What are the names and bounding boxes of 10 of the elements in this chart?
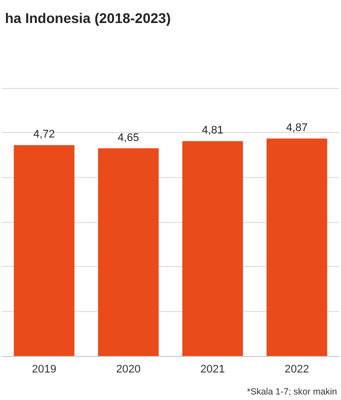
text: *Skala 1-7; skor makin <box>246 386 338 396</box>
data-label: 4,72 <box>33 128 55 141</box>
x-tick-label: 2021 <box>200 364 225 376</box>
data-label: 4,65 <box>118 132 140 144</box>
x-tick-label: 2019 <box>32 364 56 376</box>
data-label: 4,81 <box>202 124 224 137</box>
x-tick-label: 2020 <box>116 364 141 376</box>
x-tick-label: 2022 <box>284 364 310 376</box>
data-label: 4,87 <box>286 122 308 134</box>
chart-title: ha Indonesia (2018-2023) <box>5 10 171 26</box>
